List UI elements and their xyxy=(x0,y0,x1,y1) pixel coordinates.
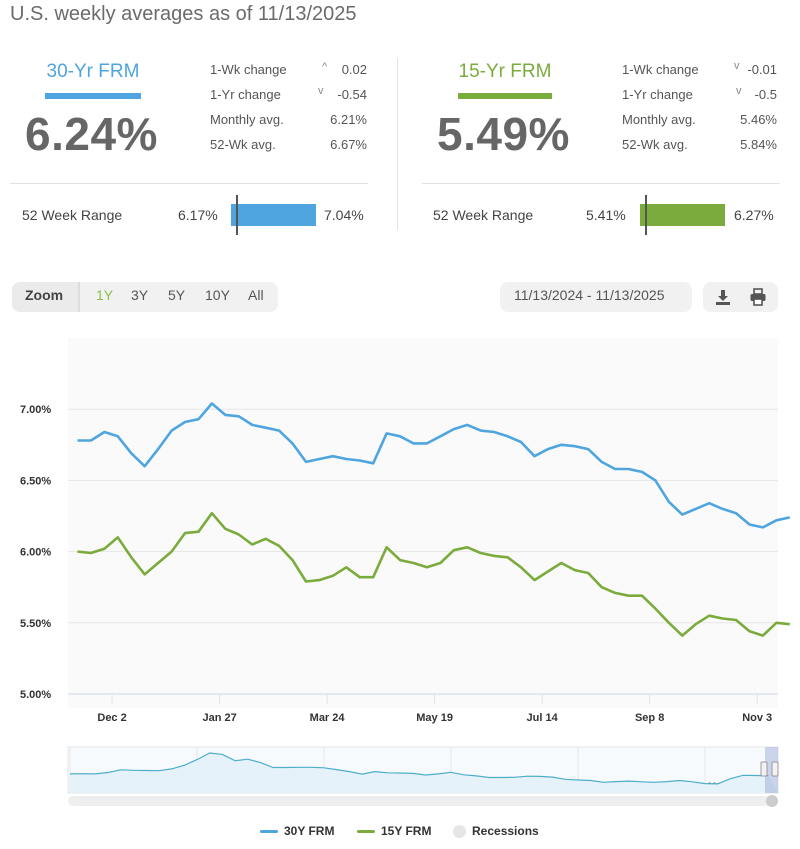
stat-label: 52-Wk avg. xyxy=(210,137,276,152)
rate-name: 15-Yr FRM xyxy=(458,61,552,82)
legend-swatch xyxy=(260,829,278,833)
y-tick-label: 5.50% xyxy=(20,618,51,630)
navigator-handle-right[interactable] xyxy=(771,761,779,777)
range-min: 5.41% xyxy=(586,207,626,223)
rate-value: 5.49% xyxy=(437,108,570,160)
range-max: 7.04% xyxy=(324,207,364,223)
range-marker xyxy=(645,195,647,235)
range-bar xyxy=(231,204,316,226)
range-min: 6.17% xyxy=(178,207,218,223)
legend-label: 30Y FRM xyxy=(284,824,335,838)
y-tick-label: 6.00% xyxy=(20,547,51,559)
stat-value: -0.01 xyxy=(747,62,777,77)
x-tick-label: Dec 2 xyxy=(97,712,126,724)
legend-label: 15Y FRM xyxy=(381,824,432,838)
date-range-text: 11/13/2024 - 11/13/2025 xyxy=(514,287,665,303)
y-tick-label: 5.00% xyxy=(20,689,51,701)
zoom-5y-button[interactable]: 5Y xyxy=(168,287,186,303)
stat-value: 5.84% xyxy=(740,137,777,152)
chevron-down-icon: v xyxy=(318,85,324,97)
plot-background xyxy=(68,338,778,708)
date-range-input[interactable] xyxy=(500,282,692,312)
range-label: 52 Week Range xyxy=(22,207,123,223)
panel-30yr: 30-Yr FRM 6.24% 1-Wk change 1-Yr change … xyxy=(0,55,380,245)
divider xyxy=(10,183,368,184)
download-icon[interactable] xyxy=(714,288,732,306)
stat-value: 6.21% xyxy=(330,112,367,127)
stat-value: -0.5 xyxy=(754,87,777,102)
chevron-down-icon: v xyxy=(736,85,742,97)
navigator-handle-left[interactable] xyxy=(760,761,768,777)
rate-chart: 5.00% 5.50% 6.00% 6.50% 7.00% Dec 2 Jan 27 Mar … xyxy=(20,338,791,807)
x-tick-label: Jan 27 xyxy=(202,712,236,724)
stat-value: -0.54 xyxy=(337,87,367,102)
stat-label: 1-Yr change xyxy=(622,87,693,102)
x-tick-label: Nov 3 xyxy=(742,712,772,724)
stat-value: 5.46% xyxy=(740,112,777,127)
zoom-all-button[interactable]: All xyxy=(248,287,264,303)
legend-swatch xyxy=(453,824,466,838)
legend-label: Recessions xyxy=(472,824,539,838)
chevron-down-icon: v xyxy=(734,60,740,72)
stat-label: 1-Wk change xyxy=(622,62,699,77)
legend-15y[interactable]: 15Y FRM xyxy=(357,824,431,838)
zoom-label: Zoom xyxy=(25,287,64,303)
stat-value: 6.67% xyxy=(330,137,367,152)
navigator-scrollbar[interactable] xyxy=(68,796,778,806)
y-tick-label: 7.00% xyxy=(20,404,51,416)
print-icon[interactable] xyxy=(749,288,767,306)
stat-label: 1-Wk change xyxy=(210,62,287,77)
legend-recessions[interactable]: Recessions xyxy=(453,824,539,838)
x-tick-label: May 19 xyxy=(416,712,453,724)
scrollbar-thumb[interactable] xyxy=(766,795,778,807)
range-marker xyxy=(236,195,238,235)
chevron-up-icon: ^ xyxy=(322,61,328,73)
rate-underline xyxy=(45,93,141,99)
navigator-line xyxy=(69,752,769,785)
stat-label: Monthly avg. xyxy=(622,112,696,127)
range-bar xyxy=(640,204,725,226)
stat-label: 52-Wk avg. xyxy=(622,137,688,152)
series-line-15y xyxy=(77,511,790,637)
stat-label: 1-Yr change xyxy=(210,87,281,102)
range-max: 6.27% xyxy=(734,207,774,223)
zoom-label-box xyxy=(12,282,80,312)
range-label: 52 Week Range xyxy=(433,207,534,223)
page-title: U.S. weekly averages as of 11/13/2025 xyxy=(10,3,357,25)
rate-name: 30-Yr FRM xyxy=(46,61,140,82)
rate-underline xyxy=(458,93,552,99)
x-tick-label: Mar 24 xyxy=(310,712,346,724)
legend-30y[interactable]: 30Y FRM xyxy=(260,824,334,838)
panel-15yr: 15-Yr FRM 5.49% 1-Wk change 1-Yr change … xyxy=(412,55,792,245)
navigator-area xyxy=(70,753,778,793)
x-tick-label: Sep 8 xyxy=(635,712,664,724)
series-line-30y xyxy=(77,402,791,529)
divider xyxy=(422,183,780,184)
zoom-10y-button[interactable]: 10Y xyxy=(205,287,230,303)
panel-divider xyxy=(397,58,398,230)
zoom-3y-button[interactable]: 3Y xyxy=(131,287,149,303)
x-tick-label: Jul 14 xyxy=(527,712,559,724)
y-tick-label: 6.50% xyxy=(20,475,51,487)
zoom-1y-button[interactable]: 1Y xyxy=(96,287,114,303)
stat-label: Monthly avg. xyxy=(210,112,284,127)
legend-swatch xyxy=(357,829,375,833)
stat-value: 0.02 xyxy=(341,62,367,77)
rate-value: 6.24% xyxy=(25,108,158,160)
